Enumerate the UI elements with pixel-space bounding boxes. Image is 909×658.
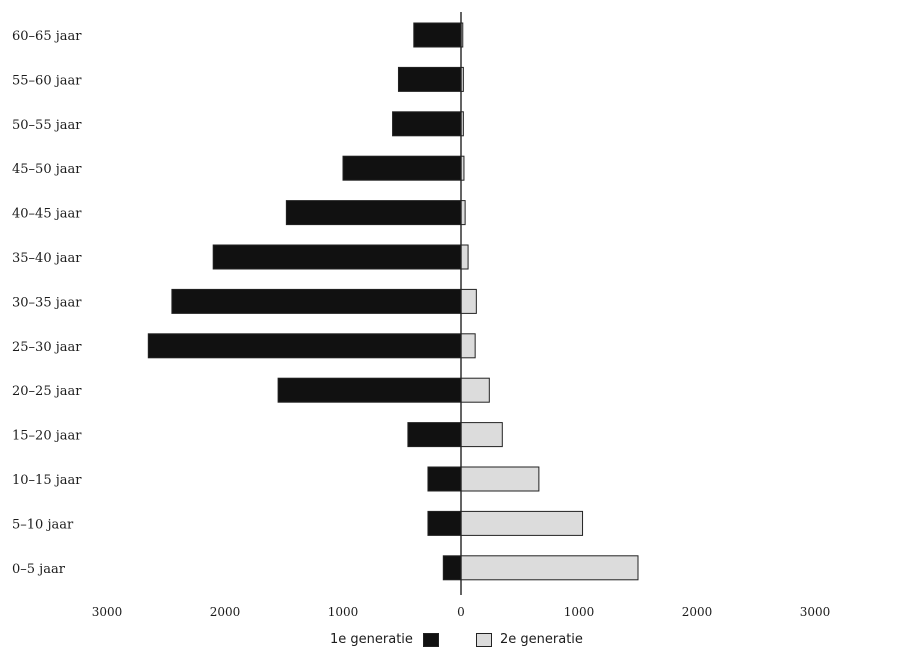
category-label: 20–25 jaar [12,384,82,399]
x-tick-label: 1000 [328,605,359,619]
population-pyramid-chart: 0–5 jaar 5–10 jaar 10–15 jaar 15–20 jaar 20–… [12,12,831,619]
bar-second-generation-25-30-jaar [460,333,476,359]
bar-second-generation-20-25-jaar [460,377,490,403]
legend-label-first: 1e generatie [330,632,413,647]
category-label: 55–60 jaar [12,73,82,88]
bar-first-generation-40-45-jaar [285,200,462,226]
category-label: 40–45 jaar [12,207,82,222]
category-label: 45–50 jaar [12,162,82,177]
bar-first-generation-0-5-jaar [442,555,462,581]
category-label: 60–65 jaar [12,29,82,44]
bar-second-generation-5-10-jaar [460,510,584,536]
x-tick-label: 3000 [92,605,123,619]
x-tick-labels: 3000 2000 1000 0 1000 2000 3000 [92,605,831,619]
legend-label-second: 2e generatie [500,632,583,647]
category-labels: 0–5 jaar 5–10 jaar 10–15 jaar 15–20 jaar 20–… [12,29,82,577]
bar-second-generation-30-35-jaar [460,288,477,314]
bar-first-generation-30-35-jaar [171,288,462,314]
bar-first-generation-35-40-jaar [212,244,462,270]
legend-item-first-generation: 1e generatie [330,632,439,647]
bars-group [147,22,639,581]
bar-first-generation-10-15-jaar [427,466,462,492]
category-label: 35–40 jaar [12,251,82,266]
category-label: 30–35 jaar [12,295,82,310]
bar-first-generation-45-50-jaar [342,155,462,181]
x-tick-label: 2000 [210,605,241,619]
x-tick-label: 0 [457,605,465,619]
bar-first-generation-55-60-jaar [397,66,462,92]
bar-first-generation-50-55-jaar [392,111,462,137]
x-tick-label: 2000 [682,605,713,619]
x-tick-label: 3000 [800,605,831,619]
bar-second-generation-35-40-jaar [460,244,469,270]
bar-first-generation-5-10-jaar [427,510,462,536]
bar-first-generation-60-65-jaar [413,22,462,48]
category-label: 5–10 jaar [12,517,74,532]
category-label: 50–55 jaar [12,118,82,133]
legend-swatch-second [476,632,492,647]
x-tick-label: 1000 [564,605,595,619]
legend: 1e generatie 2e generatie [0,632,909,656]
category-label: 25–30 jaar [12,340,82,355]
bar-first-generation-25-30-jaar [147,333,462,359]
category-label: 10–15 jaar [12,473,82,488]
bar-second-generation-15-20-jaar [460,422,503,448]
bar-first-generation-20-25-jaar [277,377,462,403]
legend-item-second-generation: 2e generatie [476,632,583,647]
bar-second-generation-10-15-jaar [460,466,540,492]
category-label: 15–20 jaar [12,429,82,444]
category-label: 0–5 jaar [12,562,66,577]
bar-second-generation-0-5-jaar [460,555,639,581]
bar-first-generation-15-20-jaar [407,422,462,448]
legend-swatch-first [422,632,439,647]
